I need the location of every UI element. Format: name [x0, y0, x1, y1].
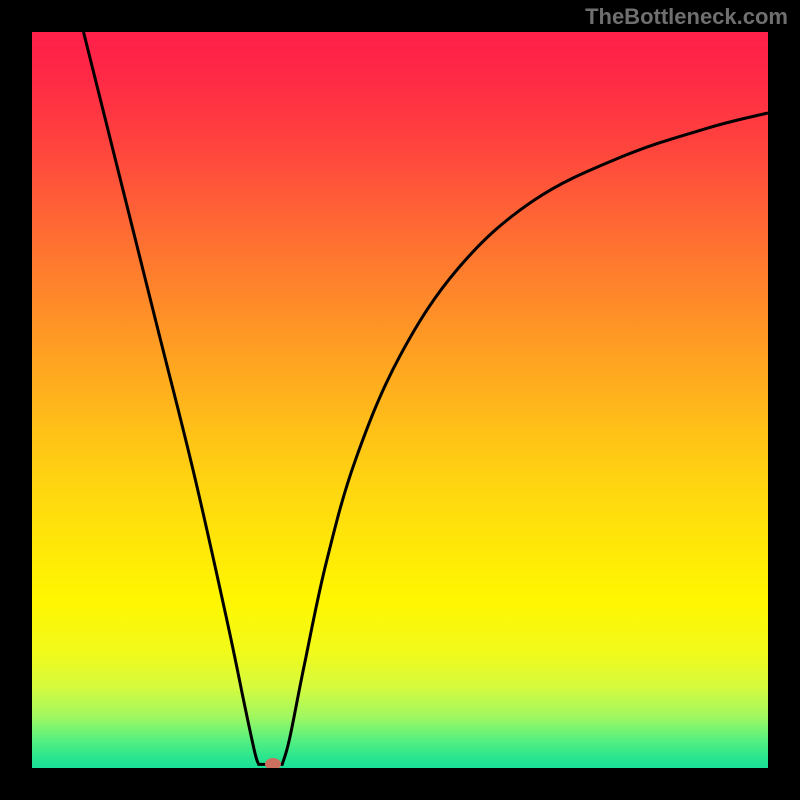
chart-frame: TheBottleneck.com [0, 0, 800, 800]
watermark-text: TheBottleneck.com [585, 4, 788, 30]
operating-point-marker [265, 758, 281, 768]
plot-area [32, 32, 768, 768]
curve-layer [32, 32, 768, 768]
bottleneck-curve [84, 32, 768, 764]
